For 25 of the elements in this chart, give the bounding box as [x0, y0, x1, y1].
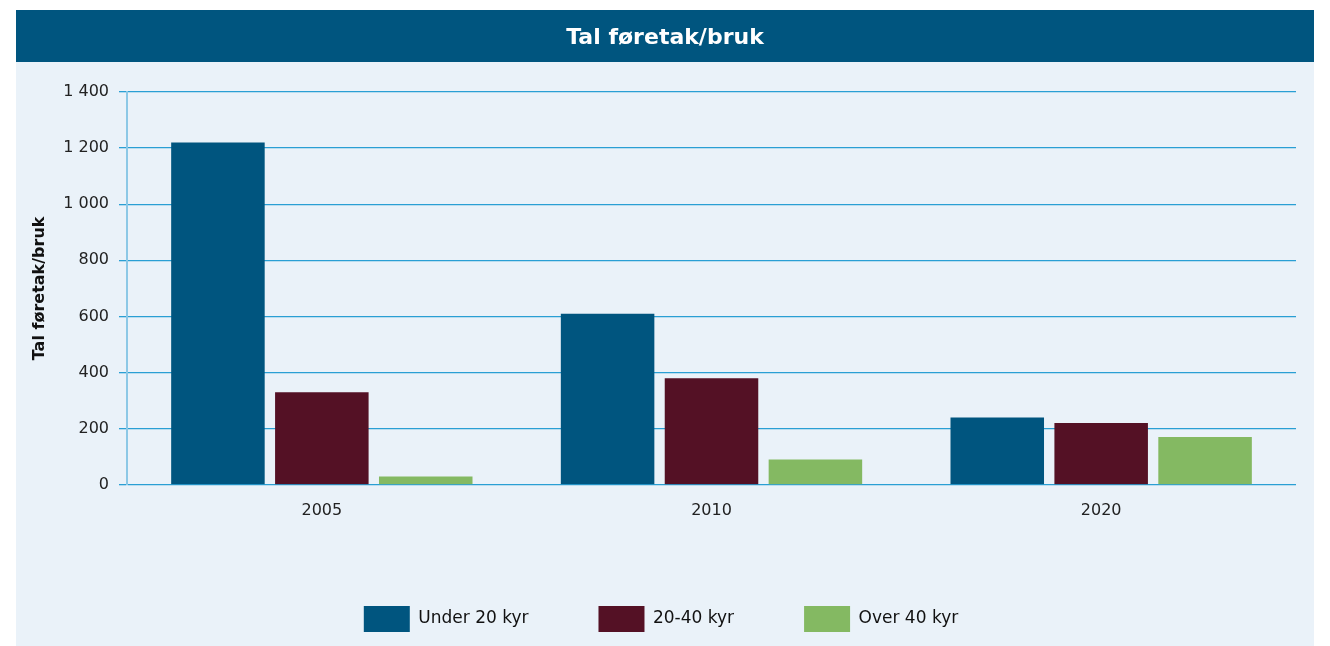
bar [664, 378, 759, 485]
y-tick-label: 1 000 [63, 193, 109, 213]
y-tick-label: 1 400 [63, 81, 109, 101]
legend-label: Under 20 kyr [418, 607, 529, 628]
bar [275, 392, 369, 485]
bar [768, 459, 863, 485]
x-tick-label: 2010 [691, 499, 732, 519]
y-tick-label: 0 [98, 473, 109, 493]
y-tick-label: 800 [78, 249, 109, 269]
bar [560, 313, 655, 485]
bar [1158, 437, 1252, 485]
y-axis-title: Tal føretak/bruk [28, 216, 48, 361]
bar [1054, 423, 1148, 485]
legend-label: 20-40 kyr [652, 607, 735, 628]
y-tick-label: 400 [78, 361, 109, 381]
y-tick-label: 1 200 [63, 137, 109, 157]
y-tick-label: 600 [78, 305, 109, 325]
y-tick-label: 200 [78, 417, 109, 437]
bar [950, 417, 1045, 485]
x-tick-label: 2005 [301, 499, 343, 519]
bar [378, 476, 473, 485]
x-tick-label: 2020 [1080, 499, 1122, 519]
chart-title: Tal føretak/bruk [16, 10, 1314, 62]
bar [171, 142, 265, 485]
legend-label: Over 40 kyr [858, 607, 959, 628]
